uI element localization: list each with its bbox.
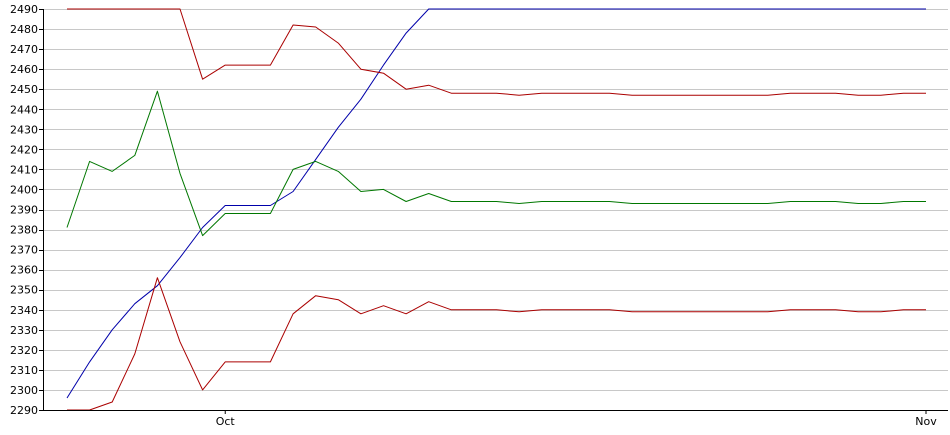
y-tick-label: 2410: [10, 163, 38, 176]
y-tick-label: 2370: [10, 244, 38, 257]
y-tick-label: 2310: [10, 364, 38, 377]
series-lines: [66, 8, 926, 411]
y-axis-tick-labels: 2290 2300 2310 2320 2330 2340 2350 2360 2370 2380…: [10, 3, 38, 417]
y-tick-label: 2490: [10, 3, 38, 16]
y-tick-label: 2450: [10, 83, 38, 96]
y-tick-label: 2430: [10, 123, 38, 136]
y-tick-label: 2300: [10, 384, 38, 397]
y-tick-label: 2460: [10, 63, 38, 76]
y-tick-label: 2400: [10, 183, 38, 196]
x-tick-label: Oct: [216, 415, 236, 428]
y-tick-label: 2320: [10, 344, 38, 357]
y-tick-label: 2350: [10, 284, 38, 297]
y-tick-label: 2480: [10, 23, 38, 36]
y-tick-label: 2390: [10, 204, 38, 217]
series-line-3: [66, 90, 926, 237]
grid-lines: [39, 9, 948, 411]
y-tick-label: 2420: [10, 143, 38, 156]
series-line-2: [67, 8, 926, 96]
y-tick-label: 2470: [10, 43, 38, 56]
y-tick-label: 2290: [10, 404, 38, 417]
series-line-1: [66, 8, 926, 399]
y-tick-label: 2380: [10, 224, 38, 237]
y-tick-label: 2440: [10, 103, 38, 116]
series-line-4: [67, 277, 926, 411]
x-axis-tick-labels: Oct Nov: [216, 410, 937, 428]
y-tick-label: 2360: [10, 264, 38, 277]
y-tick-label: 2340: [10, 304, 38, 317]
x-tick-label: Nov: [915, 415, 937, 428]
y-tick-label: 2330: [10, 324, 38, 337]
